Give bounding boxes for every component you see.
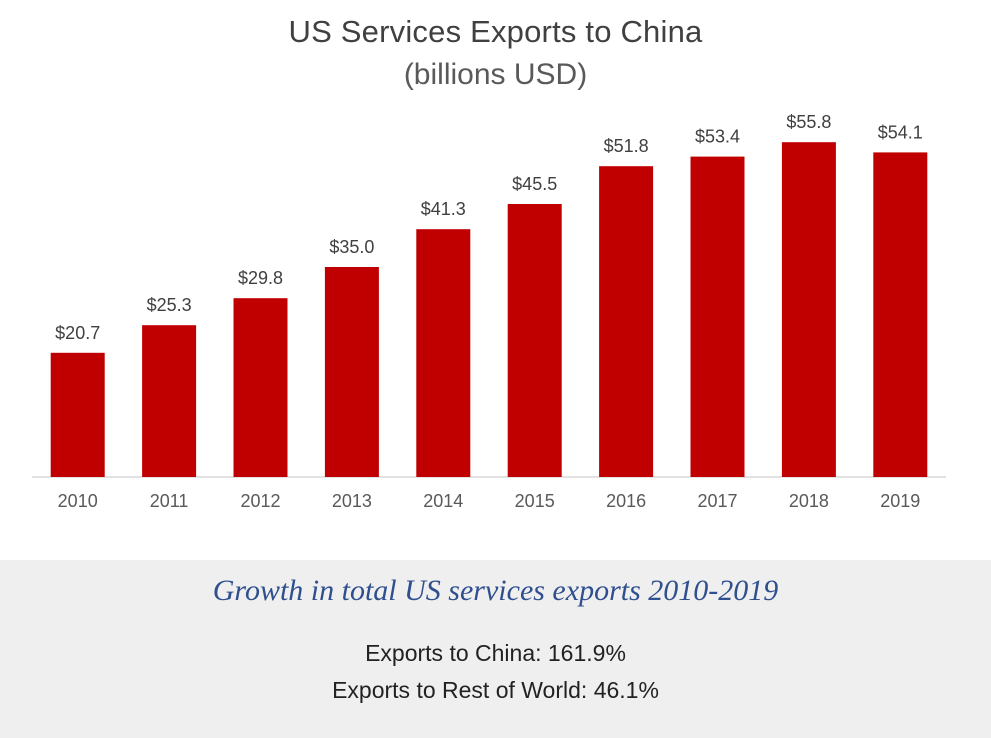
bar-2018 — [781, 142, 836, 477]
x-tick-label-2015: 2015 — [515, 491, 555, 511]
x-tick-label-2013: 2013 — [332, 491, 372, 511]
summary-panel: Growth in total US services exports 2010… — [0, 560, 991, 738]
data-label-2019: $54.1 — [878, 122, 923, 142]
rest-of-world-growth-text: Exports to Rest of World: 46.1% — [332, 677, 659, 703]
x-tick-label-2017: 2017 — [697, 491, 737, 511]
data-label-2015: $45.5 — [512, 174, 557, 194]
data-label-2017: $53.4 — [695, 127, 740, 147]
bar-2011 — [142, 325, 197, 477]
bar-2010 — [50, 352, 105, 477]
chart-title: US Services Exports to China — [288, 14, 703, 49]
x-tick-label-2014: 2014 — [423, 491, 463, 511]
data-label-2012: $29.8 — [238, 268, 283, 288]
x-tick-label-2011: 2011 — [150, 491, 189, 511]
data-label-2011: $25.3 — [147, 295, 192, 315]
china-growth-text: Exports to China: 161.9% — [365, 640, 626, 666]
bar-2013 — [324, 267, 379, 477]
bar-chart: $20.7 2010 $25.3 2011 $29.8 2012 $35.0 2013 $41.… — [32, 112, 946, 511]
x-tick-label-2016: 2016 — [606, 491, 646, 511]
bar-2015 — [507, 204, 562, 477]
bar-2014 — [416, 229, 471, 477]
x-tick-label-2012: 2012 — [240, 491, 280, 511]
x-tick-label-2018: 2018 — [789, 491, 829, 511]
bar-2012 — [233, 298, 288, 477]
summary-heading: Growth in total US services exports 2010… — [212, 574, 779, 607]
x-tick-label-2010: 2010 — [58, 491, 98, 511]
x-tick-label-2019: 2019 — [880, 491, 920, 511]
chart-subtitle: (billions USD) — [403, 58, 588, 91]
data-label-2018: $55.8 — [786, 112, 831, 132]
data-label-2013: $35.0 — [329, 237, 374, 257]
bar-2019 — [873, 152, 928, 477]
data-label-2016: $51.8 — [604, 136, 649, 156]
data-label-2010: $20.7 — [55, 323, 100, 343]
data-label-2014: $41.3 — [421, 199, 466, 219]
bar-2017 — [690, 156, 745, 477]
bar-2016 — [599, 166, 654, 477]
